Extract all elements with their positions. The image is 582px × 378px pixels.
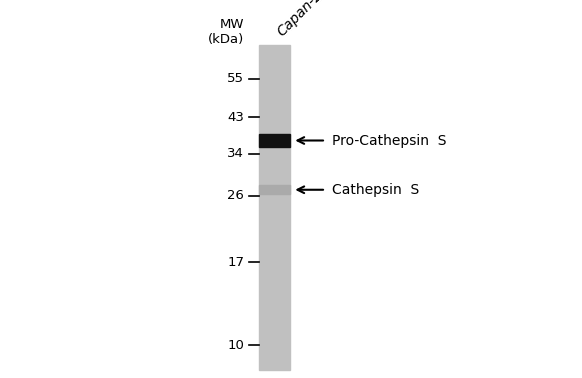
Text: 10: 10 bbox=[228, 339, 244, 352]
Bar bbox=[259, 45, 290, 370]
Text: Pro-Cathepsin  S: Pro-Cathepsin S bbox=[332, 133, 446, 147]
Text: 26: 26 bbox=[228, 189, 244, 202]
Text: 55: 55 bbox=[228, 72, 244, 85]
Bar bbox=[259, 185, 290, 194]
Text: 17: 17 bbox=[228, 256, 244, 269]
Text: Cathepsin  S: Cathepsin S bbox=[332, 183, 419, 197]
Text: 43: 43 bbox=[228, 110, 244, 124]
Text: Capan-2: Capan-2 bbox=[274, 0, 325, 39]
Text: MW
(kDa): MW (kDa) bbox=[208, 18, 244, 46]
Bar bbox=[259, 134, 290, 147]
Text: 34: 34 bbox=[228, 147, 244, 160]
